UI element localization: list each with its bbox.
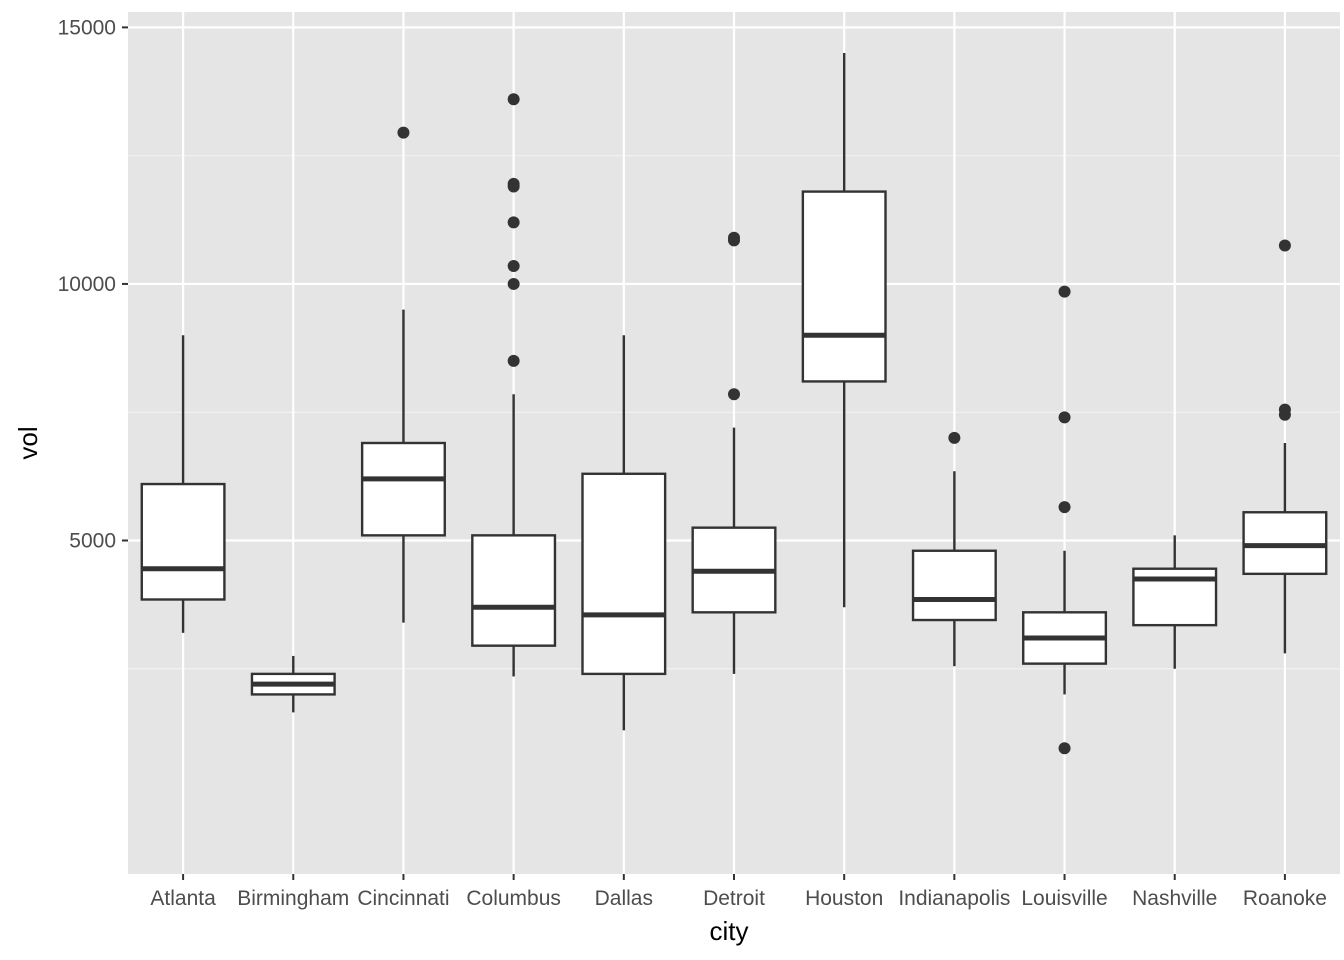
box-detroit <box>691 231 777 674</box>
y-axis: 5000 10000 15000 <box>58 16 128 552</box>
iqr-box <box>140 482 226 601</box>
iqr-box <box>581 472 667 676</box>
iqr-box <box>1242 511 1328 576</box>
x-tick-label: Indianapolis <box>898 887 1010 910</box>
iqr-box <box>471 534 557 647</box>
outlier-point <box>1058 501 1071 514</box>
outlier-point <box>507 277 520 290</box>
x-tick-label: Columbus <box>466 887 561 910</box>
y-tick-label: 15000 <box>58 16 116 39</box>
outlier-point <box>1278 239 1291 252</box>
box-nashville <box>1132 535 1218 669</box>
outlier-point <box>397 126 410 139</box>
iqr-box <box>360 441 446 537</box>
y-axis-title: vol <box>13 426 43 459</box>
iqr-box <box>801 190 887 383</box>
box-cincinnati <box>360 126 446 623</box>
outlier-point <box>507 93 520 106</box>
outlier-point <box>948 431 961 444</box>
box-layer <box>140 53 1328 755</box>
outlier-point <box>1058 285 1071 298</box>
x-tick-label: Nashville <box>1132 887 1217 910</box>
box-roanoke <box>1242 239 1328 654</box>
x-axis-title: city <box>710 916 749 946</box>
outlier-point <box>1278 403 1291 416</box>
x-tick-label: Detroit <box>703 887 765 910</box>
iqr-box <box>911 549 997 622</box>
box-dallas <box>581 335 667 731</box>
y-tick-label: 10000 <box>58 273 116 296</box>
outlier-point <box>507 177 520 190</box>
box-birmingham <box>250 655 336 713</box>
box-louisville <box>1022 285 1108 755</box>
x-tick-label: Dallas <box>595 887 653 910</box>
outlier-point <box>507 259 520 272</box>
outlier-point <box>507 354 520 367</box>
x-tick-label: Birmingham <box>237 887 349 910</box>
x-tick-label: Roanoke <box>1243 887 1327 910</box>
outlier-point <box>1058 742 1071 755</box>
outlier-point <box>1058 411 1071 424</box>
outlier-point <box>728 388 740 401</box>
box-indianapolis <box>911 431 997 667</box>
outlier-point <box>728 231 740 244</box>
box-atlanta <box>140 335 226 633</box>
box-houston <box>801 53 887 608</box>
x-tick-label: Louisville <box>1021 887 1107 910</box>
outlier-point <box>507 216 520 229</box>
x-tick-label: Cincinnati <box>357 887 449 910</box>
y-tick-label: 5000 <box>69 529 116 552</box>
box-columbus <box>471 93 557 677</box>
x-tick-label: Houston <box>805 887 883 910</box>
x-axis: Atlanta Birmingham Cincinnati Columbus Dalla… <box>150 874 1327 910</box>
x-tick-label: Atlanta <box>150 887 216 910</box>
